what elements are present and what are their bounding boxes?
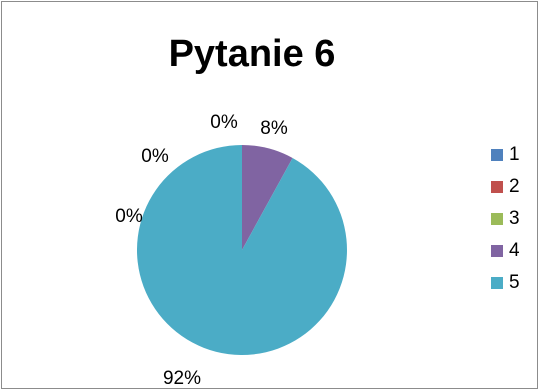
legend-label-5: 5 [509,272,520,293]
legend-item-4: 4 [491,239,541,271]
legend-swatch-4 [491,245,503,257]
legend-label-2: 2 [509,176,520,197]
legend-item-3: 3 [491,207,541,239]
legend-label-4: 4 [509,240,520,261]
legend-item-5: 5 [491,271,541,303]
legend-swatch-1 [491,149,503,161]
legend-item-1: 1 [491,143,541,175]
data-label-5: 92% [163,368,201,389]
data-label-1: 0% [210,112,238,133]
legend-label-1: 1 [509,144,520,165]
legend-swatch-3 [491,213,503,225]
data-label-2: 0% [141,146,169,167]
pie-slice-5 [136,145,347,355]
data-label-4: 8% [260,118,288,139]
legend-label-3: 3 [509,208,520,229]
legend-swatch-2 [491,181,503,193]
data-label-3: 0% [115,206,143,227]
legend-swatch-5 [491,277,503,289]
chart-title: Pytanie 6 [168,33,336,75]
legend-item-2: 2 [491,175,541,207]
pie-slice-4 [242,145,293,250]
legend: 1 2 3 4 5 [491,143,541,303]
